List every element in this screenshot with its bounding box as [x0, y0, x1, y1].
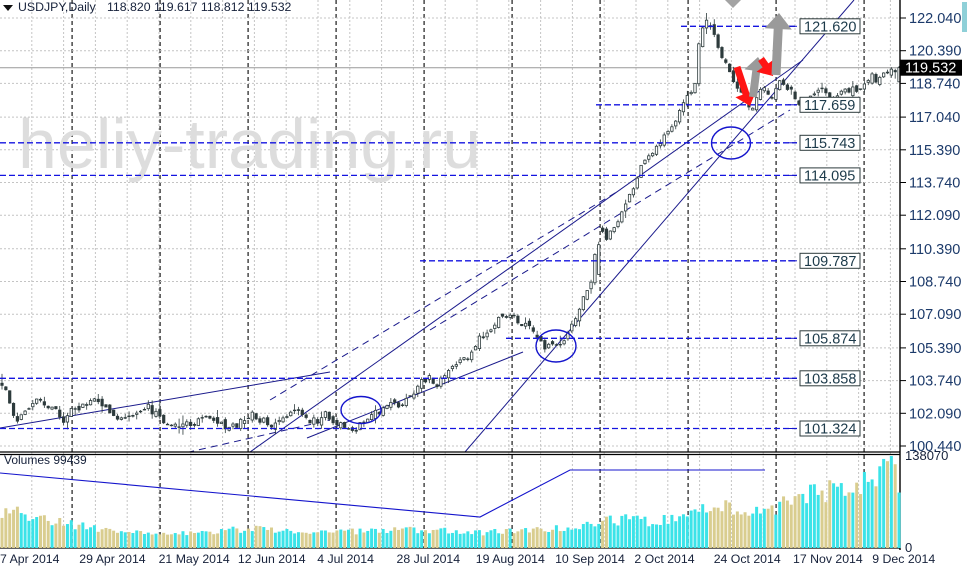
svg-text:120.390: 120.390	[909, 44, 961, 60]
svg-text:heliy-trading.ru: heliy-trading.ru	[18, 105, 481, 183]
svg-text:101.324: 101.324	[804, 422, 856, 438]
svg-text:103.858: 103.858	[804, 371, 856, 387]
svg-text:21 May 2014: 21 May 2014	[159, 552, 230, 566]
svg-text:12 Jun 2014: 12 Jun 2014	[238, 552, 306, 566]
svg-text:119.532: 119.532	[905, 61, 956, 77]
svg-text:USDJPY,Daily: USDJPY,Daily	[18, 0, 97, 14]
svg-text:107.090: 107.090	[909, 307, 961, 323]
svg-text:114.095: 114.095	[804, 168, 855, 184]
svg-text:110.390: 110.390	[909, 242, 960, 258]
svg-text:108.740: 108.740	[909, 275, 961, 291]
svg-text:138070: 138070	[905, 448, 948, 463]
svg-text:121.620: 121.620	[804, 19, 856, 35]
svg-text:24 Oct 2014: 24 Oct 2014	[714, 552, 781, 566]
svg-text:118.820 119.617 118.812 119.53: 118.820 119.617 118.812 119.532	[107, 0, 292, 14]
svg-text:17 Nov 2014: 17 Nov 2014	[793, 552, 863, 566]
svg-text:105.390: 105.390	[909, 341, 961, 357]
svg-text:117.040: 117.040	[909, 110, 960, 126]
svg-text:109.787: 109.787	[804, 254, 856, 270]
svg-text:115.390: 115.390	[909, 143, 960, 159]
svg-text:10 Sep 2014: 10 Sep 2014	[555, 552, 625, 566]
svg-text:115.743: 115.743	[804, 136, 855, 152]
svg-text:Volumes 99439: Volumes 99439	[4, 453, 87, 467]
svg-text:2 Oct 2014: 2 Oct 2014	[634, 552, 694, 566]
svg-text:19 Aug 2014: 19 Aug 2014	[476, 552, 545, 566]
svg-text:28 Jul 2014: 28 Jul 2014	[397, 552, 461, 566]
svg-text:9 Dec 2014: 9 Dec 2014	[872, 552, 935, 566]
svg-text:102.090: 102.090	[909, 406, 961, 422]
svg-text:112.090: 112.090	[909, 208, 960, 224]
svg-text:105.874: 105.874	[804, 331, 856, 347]
svg-text:29 Apr 2014: 29 Apr 2014	[79, 552, 145, 566]
svg-text:118.740: 118.740	[909, 76, 960, 92]
svg-text:4 Jul 2014: 4 Jul 2014	[317, 552, 374, 566]
svg-text:117.659: 117.659	[804, 98, 855, 114]
svg-text:122.040: 122.040	[909, 11, 961, 27]
svg-text:113.740: 113.740	[909, 176, 960, 192]
svg-text:7 Apr 2014: 7 Apr 2014	[0, 552, 60, 566]
svg-text:103.740: 103.740	[909, 374, 961, 390]
